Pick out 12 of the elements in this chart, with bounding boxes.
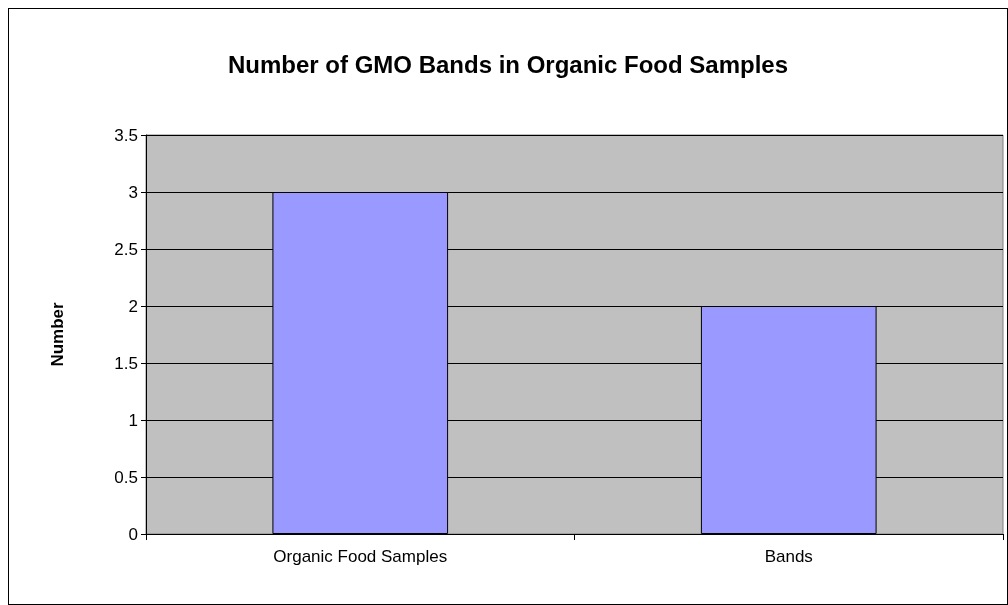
chart-title: Number of GMO Bands in Organic Food Samples bbox=[227, 50, 789, 78]
x-tick-label: Bands bbox=[764, 547, 813, 566]
y-tick-label: 0.5 bbox=[114, 467, 138, 487]
y-tick-label: 3 bbox=[128, 182, 138, 202]
x-tick-label: Organic Food Samples bbox=[273, 547, 448, 566]
y-tick-label: 1 bbox=[128, 410, 138, 430]
y-tick-label: 2.5 bbox=[114, 239, 138, 259]
y-tick-label: 3.5 bbox=[114, 125, 138, 145]
y-axis-title: Number bbox=[48, 302, 67, 367]
y-tick-label: 2 bbox=[128, 296, 138, 316]
y-tick-label: 1.5 bbox=[114, 353, 138, 373]
y-tick-label: 0 bbox=[128, 524, 138, 544]
